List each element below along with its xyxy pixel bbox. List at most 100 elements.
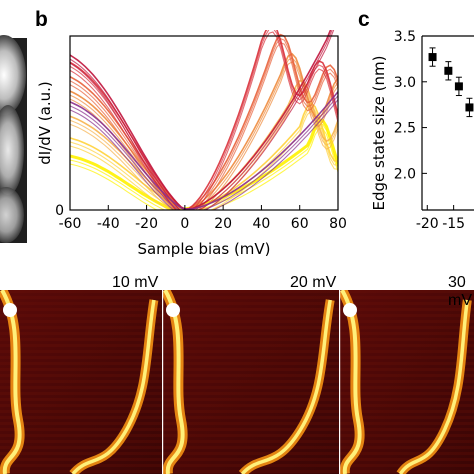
map-texture: [163, 356, 339, 359]
map-texture: [163, 368, 339, 371]
x-tick-label: 80: [329, 216, 347, 232]
map-texture: [340, 368, 474, 371]
map-texture: [340, 392, 474, 395]
map-panel: [340, 290, 474, 474]
map-texture: [340, 422, 474, 425]
map-texture: [163, 308, 339, 311]
panel-b-frame: [69, 35, 339, 211]
spectra-group: [70, 30, 338, 210]
map-texture: [0, 440, 162, 443]
map-texture: [163, 314, 339, 317]
map-texture: [0, 320, 162, 323]
map-texture: [0, 398, 162, 401]
map-texture: [0, 296, 162, 299]
y-axis-title: dI/dV (a.u.): [36, 81, 54, 165]
map-background: [0, 290, 162, 474]
y-tick-label: 3.0: [394, 75, 416, 91]
map-texture: [340, 440, 474, 443]
map-texture: [163, 392, 339, 395]
map-texture: [163, 338, 339, 341]
map-texture: [163, 398, 339, 401]
x-tick-label: -40: [97, 216, 120, 232]
map-texture: [163, 326, 339, 329]
map-texture: [163, 344, 339, 347]
map-texture: [0, 416, 162, 419]
map-texture: [163, 290, 339, 293]
spectrum-line: [70, 91, 338, 210]
map-texture: [0, 302, 162, 305]
map-label-30mv: 30 mV: [448, 274, 472, 309]
map-texture: [340, 308, 474, 311]
map-texture: [0, 428, 162, 431]
map-texture: [0, 356, 162, 359]
map-texture: [340, 362, 474, 365]
map-texture: [340, 446, 474, 449]
map-texture: [0, 452, 162, 455]
map-separator: [339, 290, 341, 474]
y-tick-label: 3.5: [394, 29, 416, 45]
map-texture: [0, 314, 162, 317]
map-texture: [340, 338, 474, 341]
data-point: [444, 66, 453, 75]
map-texture: [340, 380, 474, 383]
map-texture: [0, 374, 162, 377]
map-texture: [163, 332, 339, 335]
map-texture: [0, 446, 162, 449]
panel-a-image: [0, 35, 27, 243]
map-texture: [0, 362, 162, 365]
map-texture: [340, 326, 474, 329]
dIdV-maps: [0, 290, 474, 474]
x-tick-label: 40: [253, 216, 271, 232]
map-texture: [340, 398, 474, 401]
map-texture: [163, 374, 339, 377]
map-texture: [0, 458, 162, 461]
edge-state-right-core: [240, 299, 332, 474]
map-texture: [340, 410, 474, 413]
map-texture: [163, 410, 339, 413]
bright-spot: [343, 303, 357, 317]
map-texture: [0, 410, 162, 413]
data-point: [465, 103, 474, 112]
map-texture: [163, 446, 339, 449]
map-texture: [340, 374, 474, 377]
map-texture: [340, 344, 474, 347]
map-texture: [340, 320, 474, 323]
x-tick-label: -60: [59, 216, 82, 232]
map-texture: [340, 428, 474, 431]
map-texture: [340, 416, 474, 419]
panel-letter-b: b: [35, 8, 48, 31]
map-texture: [340, 386, 474, 389]
spectrum-line: [70, 106, 338, 210]
map-texture: [0, 308, 162, 311]
x-tick-label: -20: [416, 216, 439, 232]
spectrum-line: [70, 99, 338, 210]
map-label-10mv: 10 mV: [112, 274, 159, 291]
map-texture: [340, 332, 474, 335]
map-texture: [163, 404, 339, 407]
spectrum-line: [70, 30, 333, 210]
x-tick-label: 60: [291, 216, 309, 232]
x-axis-title: Sample bias (mV): [137, 240, 270, 258]
y-axis-title: Edge state size (nm): [370, 56, 388, 211]
x-tick-label: -15: [442, 216, 465, 232]
x-tick-label: -20: [135, 216, 158, 232]
edge-state-right-core: [71, 299, 156, 474]
map-texture: [340, 434, 474, 437]
map-texture: [0, 434, 162, 437]
map-texture: [340, 458, 474, 461]
map-texture: [163, 350, 339, 353]
map-texture: [340, 404, 474, 407]
map-texture: [340, 302, 474, 305]
bright-spot: [3, 303, 17, 317]
y-tick-label: 2.0: [394, 166, 416, 182]
map-texture: [0, 290, 162, 293]
x-tick-label: 20: [214, 216, 232, 232]
data-point: [428, 53, 437, 62]
spectrum-line: [70, 30, 335, 210]
map-texture: [0, 380, 162, 383]
map-texture: [0, 386, 162, 389]
spectrum-line: [70, 31, 338, 210]
map-texture: [340, 350, 474, 353]
map-texture: [340, 452, 474, 455]
